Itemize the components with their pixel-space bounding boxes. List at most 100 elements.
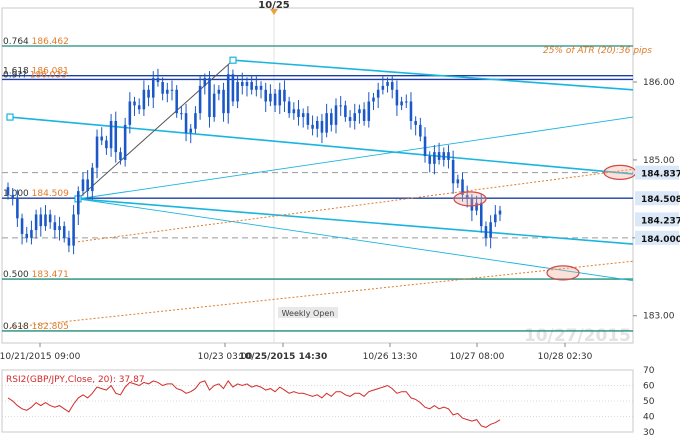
- candle-body: [269, 93, 272, 102]
- candle-body: [30, 230, 33, 238]
- candle-body: [367, 101, 371, 121]
- candle-body: [11, 194, 14, 199]
- candle-body: [58, 226, 61, 231]
- candle-body: [25, 233, 29, 238]
- candle-body: [39, 214, 43, 227]
- x-tick-label: 10/21/2015 09:00: [0, 352, 81, 362]
- candle-body: [91, 167, 94, 192]
- rsi-tick-label: 50: [643, 397, 655, 407]
- candle-body: [311, 124, 314, 129]
- candle-body: [287, 101, 291, 114]
- candle-body: [231, 74, 235, 102]
- highlight-ellipse: [453, 191, 487, 207]
- candle-body: [170, 89, 174, 91]
- candle-body: [259, 85, 263, 90]
- candle-body: [334, 105, 338, 125]
- candle-body: [151, 78, 155, 98]
- candle-body: [212, 93, 216, 118]
- candle-body: [255, 85, 258, 90]
- swing-connector-line: [77, 59, 234, 200]
- candle-body: [100, 136, 103, 141]
- rsi-line: [7, 380, 501, 428]
- candle-body: [114, 120, 118, 153]
- candle-body: [381, 85, 385, 90]
- x-tick-label: 10/26 13:30: [363, 352, 418, 362]
- candle-body: [226, 74, 230, 114]
- price-tag-box: [635, 212, 679, 227]
- candle-body: [498, 210, 502, 215]
- weekly-open-box: [278, 307, 338, 318]
- candle-body: [353, 113, 357, 121]
- price-tag-box: [635, 165, 679, 180]
- lower-parallel-line: [77, 198, 634, 282]
- main-plot-frame: [1, 7, 634, 344]
- candle-body: [48, 214, 52, 223]
- candle-body: [470, 198, 474, 211]
- candle-body: [166, 89, 169, 94]
- candle-body: [203, 78, 207, 86]
- candle-body: [95, 136, 99, 168]
- candle-body: [16, 198, 19, 219]
- candle-body: [372, 97, 375, 102]
- price-tag-label: 184.000: [641, 235, 680, 245]
- candle-body: [62, 226, 66, 238]
- candle-body: [156, 78, 160, 83]
- highlight-ellipse: [546, 265, 580, 281]
- candle-body: [273, 93, 277, 106]
- fib-level-label: 0.764 186.462: [3, 37, 69, 47]
- candle-body: [217, 89, 221, 94]
- candle-body: [423, 136, 427, 157]
- rsi-label: RSI2(GBP/JPY,Close, 20): 37.87: [6, 375, 145, 385]
- candle-body: [465, 194, 469, 199]
- candle-body: [433, 152, 436, 164]
- price-tag-label: 184.237: [641, 216, 680, 226]
- candle-body: [390, 82, 394, 90]
- candle-body: [128, 101, 132, 125]
- candle-body: [175, 89, 178, 114]
- candle-body: [133, 101, 136, 106]
- x-tick-label: 10/23 03:00: [198, 352, 253, 362]
- candle-body: [20, 218, 24, 234]
- candle-body: [184, 113, 188, 133]
- candle-body: [325, 113, 328, 133]
- fib-level-label: 0.9?? 186.033: [3, 70, 67, 80]
- candle-body: [475, 202, 478, 211]
- candle-body: [34, 214, 38, 231]
- price-tag-label: 184.508: [641, 195, 680, 205]
- weekly-open-label: Weekly Open: [282, 309, 335, 318]
- candle-body: [81, 179, 85, 192]
- candle-body: [320, 120, 324, 133]
- x-tick-label: 10/28 02:30: [538, 352, 593, 362]
- candle-body: [494, 214, 497, 223]
- candle-body: [400, 101, 403, 106]
- lower-channel-line: [77, 198, 634, 245]
- price-tag-box: [635, 191, 679, 206]
- candle-body: [208, 78, 211, 118]
- candle-body: [306, 113, 310, 125]
- candle-body: [297, 109, 300, 118]
- candle-body: [489, 222, 492, 238]
- candle-body: [264, 89, 267, 102]
- candle-body: [386, 82, 389, 86]
- candle-body: [236, 82, 239, 102]
- candle-body: [44, 214, 47, 227]
- candle-body: [315, 120, 319, 129]
- candle-body: [330, 113, 333, 125]
- candle-body: [301, 113, 305, 118]
- highlight-ellipse: [603, 164, 637, 180]
- candle-body: [245, 82, 249, 86]
- candle-body: [53, 222, 57, 231]
- candle-body: [428, 156, 431, 164]
- top-channel-line: [232, 59, 634, 91]
- fib-level-label: 1.618 186.081: [3, 67, 69, 77]
- candle-body: [194, 113, 197, 129]
- candle-body: [344, 105, 347, 118]
- candle-body: [109, 120, 113, 149]
- price-tag-label: 184.837: [641, 170, 680, 180]
- atr-note: 25% of ATR (20):36 pips: [543, 46, 652, 56]
- rsi-tick-label: 40: [643, 413, 655, 423]
- candle-body: [339, 105, 342, 107]
- dotted-trend-upper: [77, 168, 634, 243]
